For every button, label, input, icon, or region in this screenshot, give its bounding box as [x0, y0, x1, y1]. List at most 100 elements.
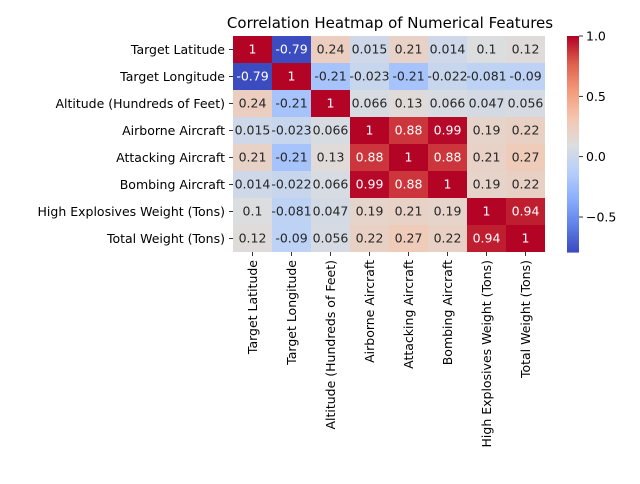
colorbar-segment	[567, 68, 579, 71]
heatmap-cell	[350, 36, 389, 63]
colorbar-segment	[567, 42, 579, 45]
colorbar-segment	[567, 40, 579, 43]
colorbar-segment	[567, 236, 579, 239]
heatmap-cell	[272, 144, 311, 171]
heatmap-cell	[233, 117, 272, 144]
heatmap-cell	[233, 225, 272, 252]
heatmap-cell	[311, 225, 350, 252]
cell-value-label: 0.066	[352, 96, 388, 111]
colorbar-segment	[567, 44, 579, 47]
heatmap-cell	[311, 144, 350, 171]
heatmap-cell	[389, 144, 428, 171]
colorbar-segment	[567, 166, 579, 169]
cell-value-label: 0.21	[395, 204, 423, 219]
colorbar-segment	[567, 176, 579, 179]
heatmap-cell	[389, 36, 428, 63]
cell-value-label: -0.081	[466, 69, 506, 84]
colorbar-segment	[567, 246, 579, 249]
colorbar-segment	[567, 200, 579, 203]
heatmap-cell	[350, 90, 389, 117]
cell-value-label: -0.79	[236, 69, 268, 84]
colorbar-segment	[567, 94, 579, 97]
colorbar-segment	[567, 204, 579, 207]
heatmap-cell	[467, 225, 506, 252]
x-axis: Target Latitude Target Longitude Altitude …	[245, 252, 533, 447]
heatmap-cell	[233, 36, 272, 63]
heatmap-cell	[233, 63, 272, 90]
cell-value-label: 1	[483, 204, 491, 219]
colorbar-segment	[567, 158, 579, 161]
colorbar-segment	[567, 148, 579, 151]
colorbar-segment	[567, 56, 579, 59]
heatmap-cell	[467, 117, 506, 144]
x-tick-label: Total Weight (Tons)	[518, 260, 533, 379]
cell-value-label: 0.88	[356, 150, 384, 165]
cell-value-label: 1	[249, 42, 257, 57]
colorbar-segment	[567, 208, 579, 211]
colorbar-segment	[567, 218, 579, 221]
heatmap-cell	[350, 144, 389, 171]
y-tick-label: Attacking Aircraft	[116, 150, 225, 165]
colorbar-segment	[567, 74, 579, 77]
colorbar-segment	[567, 136, 579, 139]
colorbar-segment	[567, 120, 579, 123]
cell-value-label: 0.12	[512, 42, 540, 57]
cell-value-label: 0.1	[243, 204, 263, 219]
cell-value-label: 0.014	[235, 177, 271, 192]
cell-value-label: 1	[522, 231, 530, 246]
colorbar-tick-label: −0.5	[586, 210, 616, 225]
colorbar-segment	[567, 198, 579, 201]
colorbar-segment	[567, 170, 579, 173]
colorbar-segment	[567, 72, 579, 75]
cell-value-label: 0.056	[313, 231, 349, 246]
cell-value-label: 0.21	[473, 150, 501, 165]
cell-value-label: 0.99	[356, 177, 384, 192]
colorbar-segment	[567, 86, 579, 89]
cell-value-label: 0.056	[508, 96, 544, 111]
colorbar-segment	[567, 100, 579, 103]
colorbar-segment	[567, 196, 579, 199]
heatmap-cell	[467, 171, 506, 198]
colorbar-segment	[567, 186, 579, 189]
heatmap-cell	[311, 117, 350, 144]
y-tick-label: Target Latitude	[130, 42, 225, 57]
cell-value-label: 0.94	[512, 204, 540, 219]
heatmap-cell	[272, 198, 311, 225]
colorbar-segment	[567, 130, 579, 133]
heatmap-cell	[428, 117, 467, 144]
colorbar-segment	[567, 202, 579, 205]
colorbar-segment	[567, 132, 579, 135]
cell-value-label: -0.21	[392, 69, 424, 84]
colorbar-segment	[567, 78, 579, 81]
colorbar-segment	[567, 90, 579, 93]
cell-value-label: 1	[405, 150, 413, 165]
heatmap-cell	[272, 171, 311, 198]
heatmap-cell	[311, 90, 350, 117]
y-tick-label: Altitude (Hundreds of Feet)	[55, 96, 225, 111]
colorbar-segment	[567, 160, 579, 163]
colorbar-tick-label: 0.5	[586, 89, 606, 104]
heatmap-cell	[233, 90, 272, 117]
cell-value-label: 0.19	[473, 123, 501, 138]
cell-value-label: 0.19	[473, 177, 501, 192]
colorbar-segment	[567, 50, 579, 53]
colorbar-segment	[567, 112, 579, 115]
colorbar-segment	[567, 80, 579, 83]
cell-value-label: 0.12	[239, 231, 267, 246]
colorbar-segment	[567, 238, 579, 241]
heatmap-cell	[350, 171, 389, 198]
heatmap-cell	[272, 90, 311, 117]
heatmap-cell	[506, 171, 545, 198]
cell-value-label: 0.19	[356, 204, 384, 219]
heatmap-cell	[272, 36, 311, 63]
colorbar-segment	[567, 230, 579, 233]
cell-value-label: 0.066	[430, 96, 466, 111]
cell-value-label: 0.015	[235, 123, 271, 138]
colorbar-segment	[567, 222, 579, 225]
colorbar-segment	[567, 92, 579, 95]
heatmap-cell	[506, 90, 545, 117]
cell-value-label: 0.1	[477, 42, 497, 57]
colorbar-segment	[567, 224, 579, 227]
heatmap-cell	[311, 36, 350, 63]
